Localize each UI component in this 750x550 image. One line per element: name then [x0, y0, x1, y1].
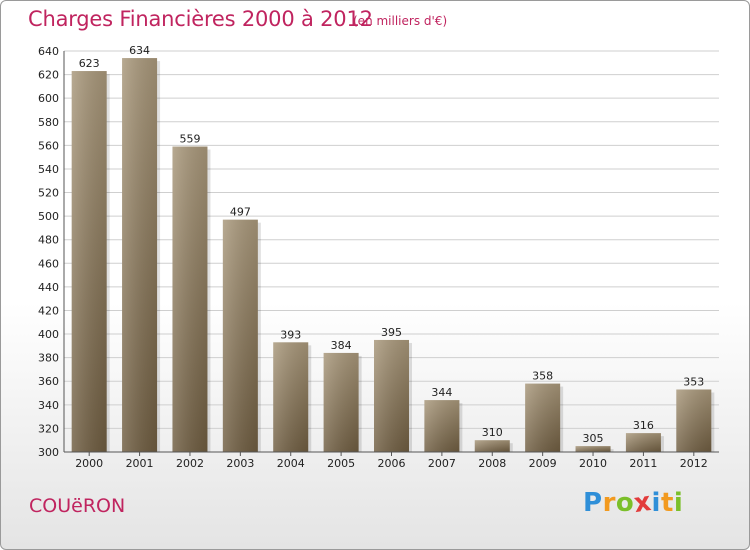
- y-tick-label: 440: [38, 281, 59, 294]
- x-tick-label: 2004: [277, 457, 305, 470]
- bar-highlight: [273, 342, 309, 452]
- value-label: 634: [129, 44, 150, 57]
- value-label: 353: [683, 375, 704, 388]
- y-tick-label: 520: [38, 187, 59, 200]
- logo-letter: P: [583, 488, 603, 518]
- x-tick-label: 2000: [75, 457, 103, 470]
- bar-highlight: [222, 219, 258, 452]
- bar-highlight: [71, 71, 107, 453]
- bar-highlight: [323, 352, 359, 452]
- logo-letter: t: [660, 488, 674, 518]
- bar-highlight: [575, 446, 611, 452]
- y-tick-label: 580: [38, 116, 59, 129]
- value-label: 395: [381, 326, 402, 339]
- x-tick-label: 2006: [378, 457, 406, 470]
- logo-letter: i: [651, 488, 661, 518]
- value-label: 305: [583, 432, 604, 445]
- x-tick-label: 2008: [478, 457, 506, 470]
- y-tick-label: 640: [38, 45, 59, 58]
- value-label: 310: [482, 426, 503, 439]
- value-label: 497: [230, 206, 251, 219]
- y-tick-label: 420: [38, 304, 59, 317]
- bars-layer: [71, 58, 715, 453]
- x-tick-label: 2010: [579, 457, 607, 470]
- bar-highlight: [676, 389, 712, 452]
- x-tick-label: 2009: [529, 457, 557, 470]
- y-tick-label: 300: [38, 446, 59, 459]
- bar-highlight: [525, 383, 561, 452]
- value-label: 316: [633, 419, 654, 432]
- bar-highlight: [424, 400, 460, 452]
- logo-letter: i: [673, 488, 684, 518]
- value-label: 358: [532, 370, 553, 383]
- city-name: COUëRON: [29, 495, 126, 517]
- y-tick-label: 500: [38, 210, 59, 223]
- chart-title: Charges Financières 2000 à 2012: [28, 7, 373, 31]
- y-tick-label: 480: [38, 234, 59, 247]
- proxiti-logo[interactable]: Proxiti: [583, 486, 684, 520]
- value-label: 623: [79, 57, 100, 70]
- x-tick-label: 2011: [629, 457, 657, 470]
- bar-highlight: [625, 433, 661, 452]
- y-tick-label: 560: [38, 139, 59, 152]
- labels-layer: 623 634 559 497 393 384 395 344 310 358 305 316 353: [79, 44, 705, 445]
- bar-highlight: [374, 339, 409, 452]
- x-tick-label: 2001: [126, 457, 154, 470]
- logo-letter: o: [615, 488, 635, 518]
- y-tick-label: 540: [38, 163, 59, 176]
- y-tick-label: 620: [38, 69, 59, 82]
- x-tick-label: 2005: [327, 457, 355, 470]
- x-tick-label: 2012: [680, 457, 708, 470]
- value-label: 384: [331, 339, 352, 352]
- value-label: 559: [179, 133, 200, 146]
- y-tick-label: 320: [38, 422, 59, 435]
- y-tick-label: 380: [38, 352, 59, 365]
- logo-letter: r: [602, 488, 616, 518]
- bar-highlight: [474, 440, 510, 452]
- x-tick-label: 2007: [428, 457, 456, 470]
- bar-highlight: [122, 58, 158, 452]
- x-tick-label: 2003: [226, 457, 254, 470]
- value-label: 344: [431, 386, 452, 399]
- y-tick-label: 360: [38, 375, 59, 388]
- bar-highlight: [172, 146, 208, 452]
- y-tick-label: 400: [38, 328, 59, 341]
- value-label: 393: [280, 328, 301, 341]
- axis-layer: 300 320 340 360 380 400 420 440 460 480 500 520 540 5…: [38, 45, 719, 470]
- logo-letter: x: [632, 486, 654, 520]
- chart-subtitle: (en milliers d'€): [353, 14, 448, 28]
- x-tick-label: 2002: [176, 457, 204, 470]
- y-tick-label: 600: [38, 92, 59, 105]
- y-tick-label: 340: [38, 399, 59, 412]
- y-tick-label: 460: [38, 257, 59, 270]
